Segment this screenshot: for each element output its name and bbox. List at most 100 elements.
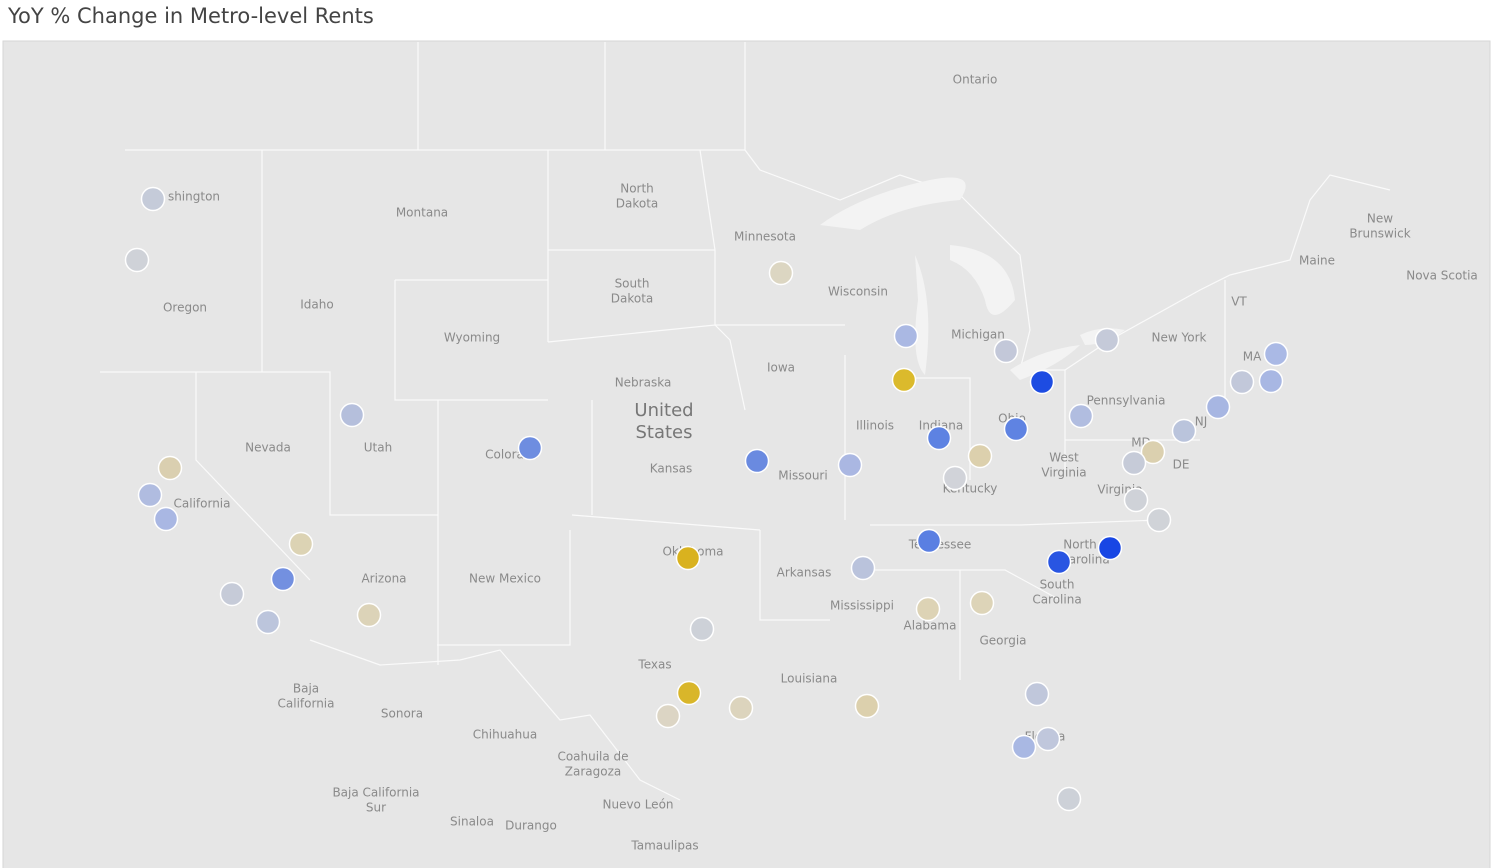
place-label: Iowa [767,361,795,375]
place-label: Tamaulipas [630,839,698,853]
place-label: Indiana [919,419,963,433]
place-label: Mississippi [830,599,894,613]
place-label: New Mexico [469,572,541,586]
place-label: DE [1173,458,1190,472]
place-label: States [635,422,692,443]
place-label: Brunswick [1349,227,1410,241]
place-label: Nova Scotia [1406,269,1478,283]
place-label: Ontario [953,73,998,87]
place-label: Arizona [361,572,406,586]
map-frame [2,40,1491,868]
metro-dot [850,555,876,581]
metro-dot [1140,439,1166,465]
place-label: Arkansas [777,566,832,580]
metro-dot [1068,403,1094,429]
metro-dot [1097,535,1123,561]
place-label: Dakota [611,292,654,306]
lakes [820,177,1125,380]
place-label: Wisconsin [828,285,888,299]
metro-dot [969,590,995,616]
metro-dot [1056,786,1082,812]
metro-dot [1029,369,1055,395]
metro-dot [967,443,993,469]
metro-dot [517,435,543,461]
metro-dot [915,596,941,622]
place-label: Nevada [245,441,291,455]
metro-dot [1046,549,1072,575]
metro-dot [837,452,863,478]
metro-dot [219,581,245,607]
place-label: Sur [366,801,386,815]
metro-dot [1121,450,1147,476]
metro-dot [676,680,702,706]
metro-dot [1171,418,1197,444]
place-label: Nebraska [615,376,672,390]
place-label: Coahuila de [557,750,628,764]
metro-dot [1146,507,1172,533]
place-label: Oregon [163,301,207,315]
metro-dot [1035,726,1061,752]
place-label: Durango [505,819,557,833]
metro-dot [356,602,382,628]
metro-dot [1123,487,1149,513]
metro-dot [1094,327,1120,353]
place-label: Texas [637,658,671,672]
metro-dot [1003,416,1029,442]
place-label: South [615,277,650,291]
metro-dot [1011,734,1037,760]
place-label: New [1367,212,1393,226]
place-label: Maine [1299,254,1335,268]
metro-dot [993,338,1019,364]
place-label: West [1049,451,1079,465]
place-label: Alabama [904,619,957,633]
metro-dot [140,186,166,212]
metro-dot [153,506,179,532]
metro-dot [916,528,942,554]
place-label: Virginia [1041,466,1086,480]
place-label: NJ [1195,415,1208,429]
metro-dot [255,609,281,635]
place-label: Baja [293,682,319,696]
metro-dot [1024,681,1050,707]
place-label: Kansas [650,462,692,476]
place-label: Utah [364,441,392,455]
place-label: Sonora [381,707,423,721]
metro-dot [926,425,952,451]
metro-dot [655,703,681,729]
metro-dot [689,616,715,642]
place-label: North [1063,538,1097,552]
metro-dot [1205,394,1231,420]
place-label: Baja California [332,786,419,800]
borders [100,42,1391,801]
place-label: North [620,182,654,196]
place-label: Carolina [1060,553,1109,567]
place-label: Illinois [856,419,894,433]
place-label: Montana [396,206,448,220]
place-label: United [634,400,693,421]
metro-dot [893,323,919,349]
place-label: shington [168,190,220,204]
place-label: Minnesota [734,230,796,244]
metro-dot [288,531,314,557]
metro-dot [728,695,754,721]
place-label: Missouri [778,469,827,483]
place-label: South [1040,578,1075,592]
place-label: MA [1243,350,1262,364]
title: YoY % Change in Metro-level Rents [8,4,374,28]
place-label: Zaragoza [565,765,621,779]
place-label: Idaho [300,298,333,312]
place-label: Sinaloa [450,815,494,829]
metro-dot [137,482,163,508]
place-label: Georgia [979,634,1026,648]
metro-dot [1263,341,1289,367]
place-label: Chihuahua [473,728,537,742]
place-label: Carolina [1032,593,1081,607]
place-label: Nuevo León [602,798,673,812]
place-label: Michigan [951,328,1005,342]
place-label: VT [1231,295,1247,309]
metro-dot [270,566,296,592]
metro-dot [744,448,770,474]
place-label: Pennsylvania [1087,394,1166,408]
